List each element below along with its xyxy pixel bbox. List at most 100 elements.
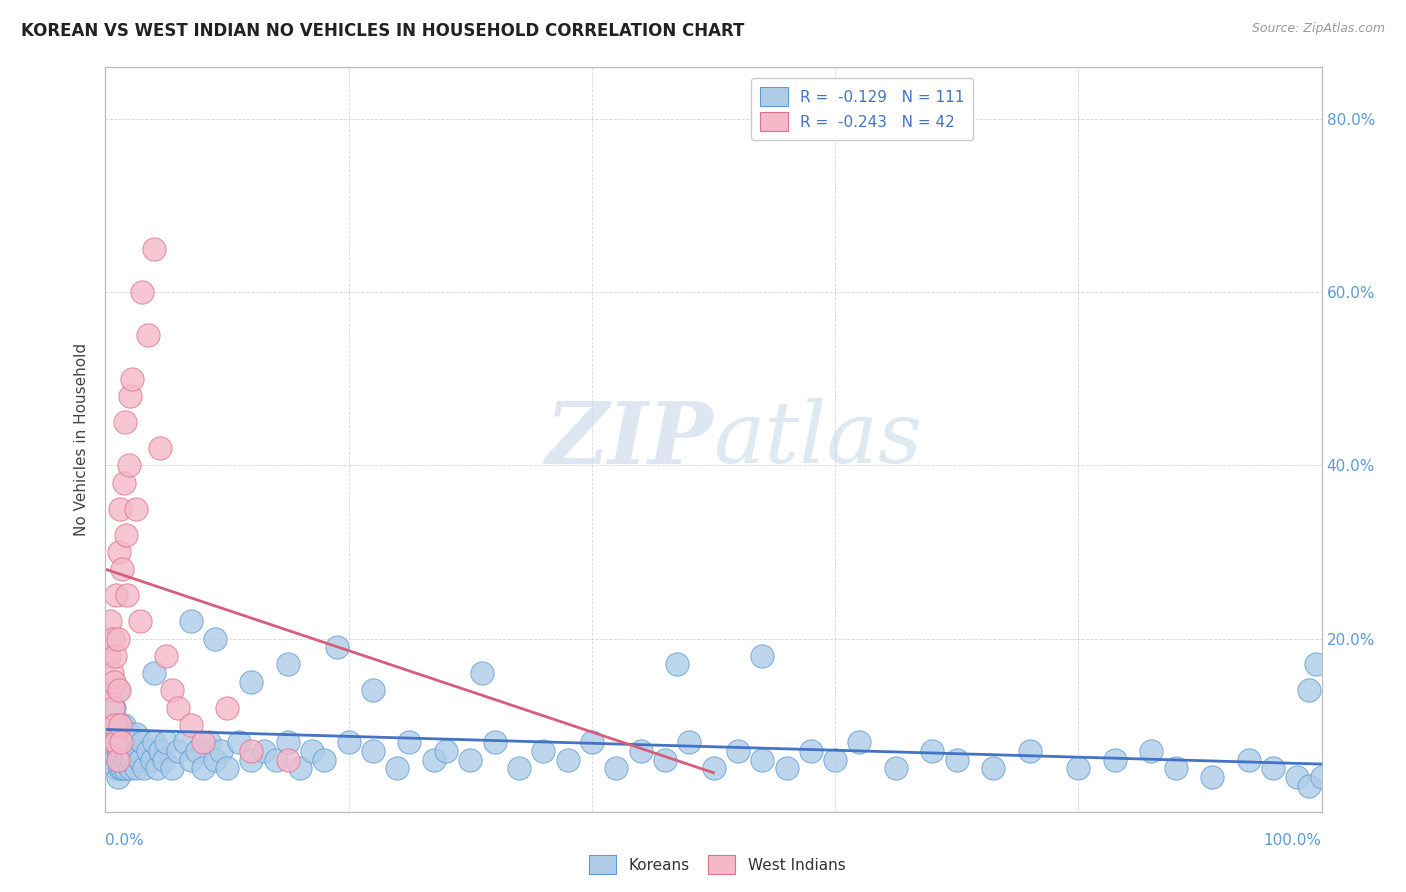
Legend: Koreans, West Indians: Koreans, West Indians: [582, 849, 852, 880]
Point: [398, 735, 420, 749]
Point: [111, 562, 134, 576]
Point: [423, 753, 446, 767]
Point: [121, 753, 143, 767]
Point: [118, 389, 141, 403]
Point: [228, 735, 250, 749]
Point: [678, 735, 700, 749]
Point: [117, 458, 139, 473]
Point: [180, 614, 202, 628]
Point: [125, 501, 148, 516]
Point: [101, 632, 124, 646]
Point: [1164, 761, 1187, 775]
Point: [252, 744, 274, 758]
Point: [112, 753, 135, 767]
Point: [155, 648, 177, 663]
Point: [136, 744, 159, 758]
Point: [1310, 770, 1333, 784]
Point: [111, 735, 134, 749]
Point: [361, 683, 384, 698]
Point: [240, 674, 263, 689]
Point: [103, 735, 125, 749]
Point: [654, 753, 676, 767]
Point: [605, 761, 627, 775]
Point: [108, 761, 131, 775]
Point: [387, 761, 409, 775]
Point: [103, 674, 125, 689]
Point: [143, 735, 166, 749]
Point: [131, 735, 153, 749]
Point: [100, 744, 122, 758]
Point: [145, 761, 167, 775]
Point: [1237, 753, 1260, 767]
Point: [153, 753, 176, 767]
Point: [751, 648, 773, 663]
Point: [125, 761, 148, 775]
Point: [581, 735, 603, 749]
Point: [1298, 683, 1320, 698]
Point: [114, 735, 136, 749]
Point: [105, 735, 128, 749]
Point: [1140, 744, 1163, 758]
Point: [775, 761, 797, 775]
Point: [121, 372, 143, 386]
Point: [1201, 770, 1223, 784]
Point: [128, 614, 150, 628]
Y-axis label: No Vehicles in Household: No Vehicles in Household: [75, 343, 90, 536]
Point: [134, 761, 156, 775]
Point: [117, 753, 139, 767]
Point: [325, 640, 347, 655]
Point: [1104, 753, 1126, 767]
Point: [800, 744, 823, 758]
Point: [434, 744, 457, 758]
Point: [108, 683, 131, 698]
Point: [167, 744, 190, 758]
Point: [155, 735, 177, 749]
Point: [557, 753, 579, 767]
Text: KOREAN VS WEST INDIAN NO VEHICLES IN HOUSEHOLD CORRELATION CHART: KOREAN VS WEST INDIAN NO VEHICLES IN HOU…: [21, 22, 744, 40]
Point: [115, 744, 138, 758]
Point: [98, 683, 121, 698]
Point: [508, 761, 530, 775]
Point: [1305, 657, 1327, 672]
Point: [337, 735, 360, 749]
Point: [110, 735, 132, 749]
Point: [204, 753, 226, 767]
Point: [108, 735, 131, 749]
Point: [114, 761, 136, 775]
Point: [288, 761, 311, 775]
Point: [128, 753, 150, 767]
Point: [111, 761, 134, 775]
Point: [108, 727, 131, 741]
Point: [167, 700, 190, 714]
Point: [117, 727, 139, 741]
Point: [180, 718, 202, 732]
Point: [125, 727, 148, 741]
Point: [149, 441, 172, 455]
Point: [240, 744, 263, 758]
Point: [108, 545, 131, 559]
Point: [131, 285, 153, 299]
Text: atlas: atlas: [713, 398, 922, 481]
Point: [105, 735, 128, 749]
Point: [112, 718, 135, 732]
Point: [162, 761, 184, 775]
Point: [471, 666, 494, 681]
Point: [921, 744, 943, 758]
Point: [848, 735, 870, 749]
Point: [117, 588, 139, 602]
Point: [1018, 744, 1040, 758]
Point: [180, 753, 202, 767]
Point: [107, 770, 129, 784]
Point: [107, 683, 129, 698]
Point: [107, 753, 129, 767]
Point: [186, 744, 208, 758]
Point: [136, 328, 159, 343]
Text: ZIP: ZIP: [546, 398, 713, 481]
Point: [112, 475, 135, 490]
Point: [107, 744, 129, 758]
Point: [110, 718, 132, 732]
Point: [120, 744, 142, 758]
Point: [264, 753, 287, 767]
Point: [1261, 761, 1284, 775]
Point: [100, 718, 122, 732]
